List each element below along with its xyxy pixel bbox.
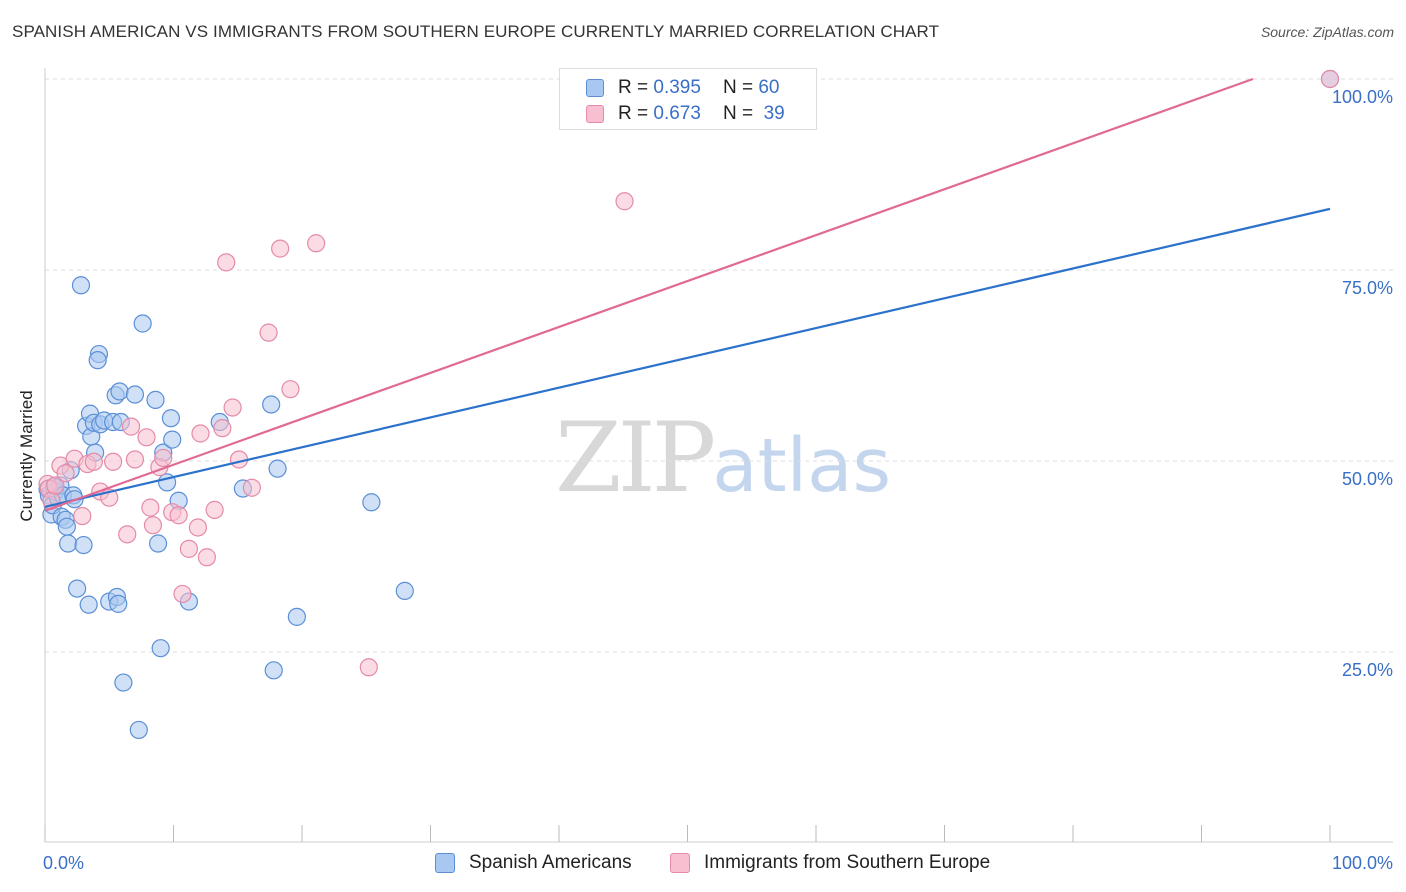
point-spanish-americans bbox=[161, 409, 181, 428]
point-spanish-americans bbox=[163, 430, 182, 449]
point-spanish-americans bbox=[109, 594, 128, 613]
point-southern-europe bbox=[223, 398, 242, 417]
point-spanish-americans bbox=[88, 351, 107, 370]
point-spanish-americans bbox=[151, 639, 170, 658]
point-southern-europe bbox=[259, 323, 278, 342]
y-tick-label: 75.0% bbox=[1342, 278, 1393, 298]
legend-item-southern-europe[interactable]: Immigrants from Southern Europe bbox=[670, 852, 990, 874]
point-southern-europe bbox=[154, 448, 173, 468]
legend-r-label: R = bbox=[618, 77, 649, 98]
point-southern-europe bbox=[141, 498, 160, 517]
point-spanish-americans bbox=[79, 595, 98, 614]
legend-label-spanish-americans: Spanish Americans bbox=[469, 852, 632, 873]
point-spanish-americans bbox=[262, 395, 281, 414]
point-spanish-americans bbox=[68, 579, 87, 598]
point-spanish-americans bbox=[268, 459, 287, 478]
point-spanish-americans bbox=[110, 382, 129, 401]
point-spanish-americans bbox=[71, 276, 91, 295]
point-spanish-americans bbox=[395, 581, 414, 600]
point-spanish-americans bbox=[129, 720, 148, 740]
point-spanish-americans bbox=[74, 535, 93, 555]
legend-swatch-blue bbox=[435, 853, 455, 873]
watermark-zip: ZIP bbox=[555, 402, 716, 514]
point-southern-europe bbox=[205, 500, 224, 519]
point-southern-europe bbox=[73, 506, 92, 526]
legend-label-southern-europe: Immigrants from Southern Europe bbox=[704, 852, 991, 873]
point-southern-europe bbox=[359, 658, 378, 677]
point-southern-europe bbox=[121, 417, 141, 436]
point-southern-europe bbox=[118, 525, 137, 544]
point-spanish-americans bbox=[125, 385, 145, 404]
trend-line-spanish-americans bbox=[44, 207, 1331, 508]
series-legend: Spanish Americans Immigrants from Southe… bbox=[0, 852, 1406, 878]
watermark: ZIPatlas bbox=[555, 402, 891, 514]
point-southern-europe bbox=[615, 192, 634, 211]
legend-n-value-pink: 39 bbox=[763, 103, 785, 124]
point-southern-europe bbox=[169, 506, 188, 525]
legend-row-blue: R = 0.395 N = 60 bbox=[586, 77, 779, 99]
legend-n-value-blue: 60 bbox=[758, 77, 780, 98]
x-tick-label: 0.0% bbox=[43, 853, 84, 873]
point-southern-europe bbox=[179, 539, 199, 558]
point-southern-europe bbox=[191, 424, 210, 443]
point-southern-europe bbox=[143, 516, 163, 535]
point-southern-europe bbox=[46, 476, 65, 495]
y-tick-label: 25.0% bbox=[1342, 660, 1393, 680]
point-southern-europe bbox=[137, 428, 156, 447]
point-southern-europe bbox=[125, 450, 145, 469]
point-spanish-americans bbox=[264, 661, 283, 680]
legend-item-spanish-americans[interactable]: Spanish Americans bbox=[435, 852, 632, 874]
point-spanish-americans bbox=[362, 493, 381, 512]
point-southern-europe bbox=[242, 478, 261, 497]
point-southern-europe bbox=[84, 452, 103, 471]
point-spanish-americans bbox=[133, 314, 152, 333]
point-spanish-americans bbox=[59, 534, 78, 553]
point-southern-europe bbox=[307, 234, 326, 253]
x-tick-label: 100.0% bbox=[1332, 853, 1393, 873]
y-axis-title: Currently Married bbox=[17, 390, 36, 522]
point-southern-europe bbox=[173, 584, 192, 604]
source-credit: Source: ZipAtlas.com bbox=[1260, 24, 1394, 40]
legend-swatch-blue bbox=[586, 79, 604, 97]
y-tick-label: 100.0% bbox=[1332, 87, 1393, 107]
legend-r-value-blue: 0.395 bbox=[653, 77, 701, 98]
point-spanish-americans bbox=[146, 390, 165, 409]
point-southern-europe bbox=[188, 518, 208, 537]
legend-swatch-pink bbox=[670, 853, 690, 873]
point-southern-europe bbox=[1320, 69, 1340, 89]
watermark-atlas: atlas bbox=[712, 423, 892, 509]
chart-title: SPANISH AMERICAN VS IMMIGRANTS FROM SOUT… bbox=[12, 22, 940, 41]
point-southern-europe bbox=[104, 452, 123, 471]
trend-line-southern-europe bbox=[44, 77, 1254, 512]
point-spanish-americans bbox=[148, 534, 168, 553]
legend-r-label: R = bbox=[618, 103, 649, 124]
point-southern-europe bbox=[213, 419, 232, 438]
point-southern-europe bbox=[217, 253, 236, 272]
legend-n-label: N = bbox=[722, 103, 754, 124]
legend-row-pink: R = 0.673 N = 39 bbox=[586, 103, 785, 125]
point-southern-europe bbox=[197, 548, 217, 567]
point-spanish-americans bbox=[114, 673, 133, 692]
point-southern-europe bbox=[56, 464, 75, 483]
legend-swatch-pink bbox=[586, 105, 604, 123]
y-tick-label: 50.0% bbox=[1342, 469, 1393, 489]
correlation-legend: R = 0.395 N = 60 R = 0.673 N = 39 bbox=[559, 68, 817, 130]
legend-n-label: N = bbox=[722, 77, 754, 98]
point-southern-europe bbox=[271, 239, 290, 258]
legend-r-value-pink: 0.673 bbox=[653, 103, 701, 124]
point-southern-europe bbox=[281, 380, 300, 399]
point-spanish-americans bbox=[57, 517, 76, 536]
point-spanish-americans bbox=[287, 607, 306, 626]
